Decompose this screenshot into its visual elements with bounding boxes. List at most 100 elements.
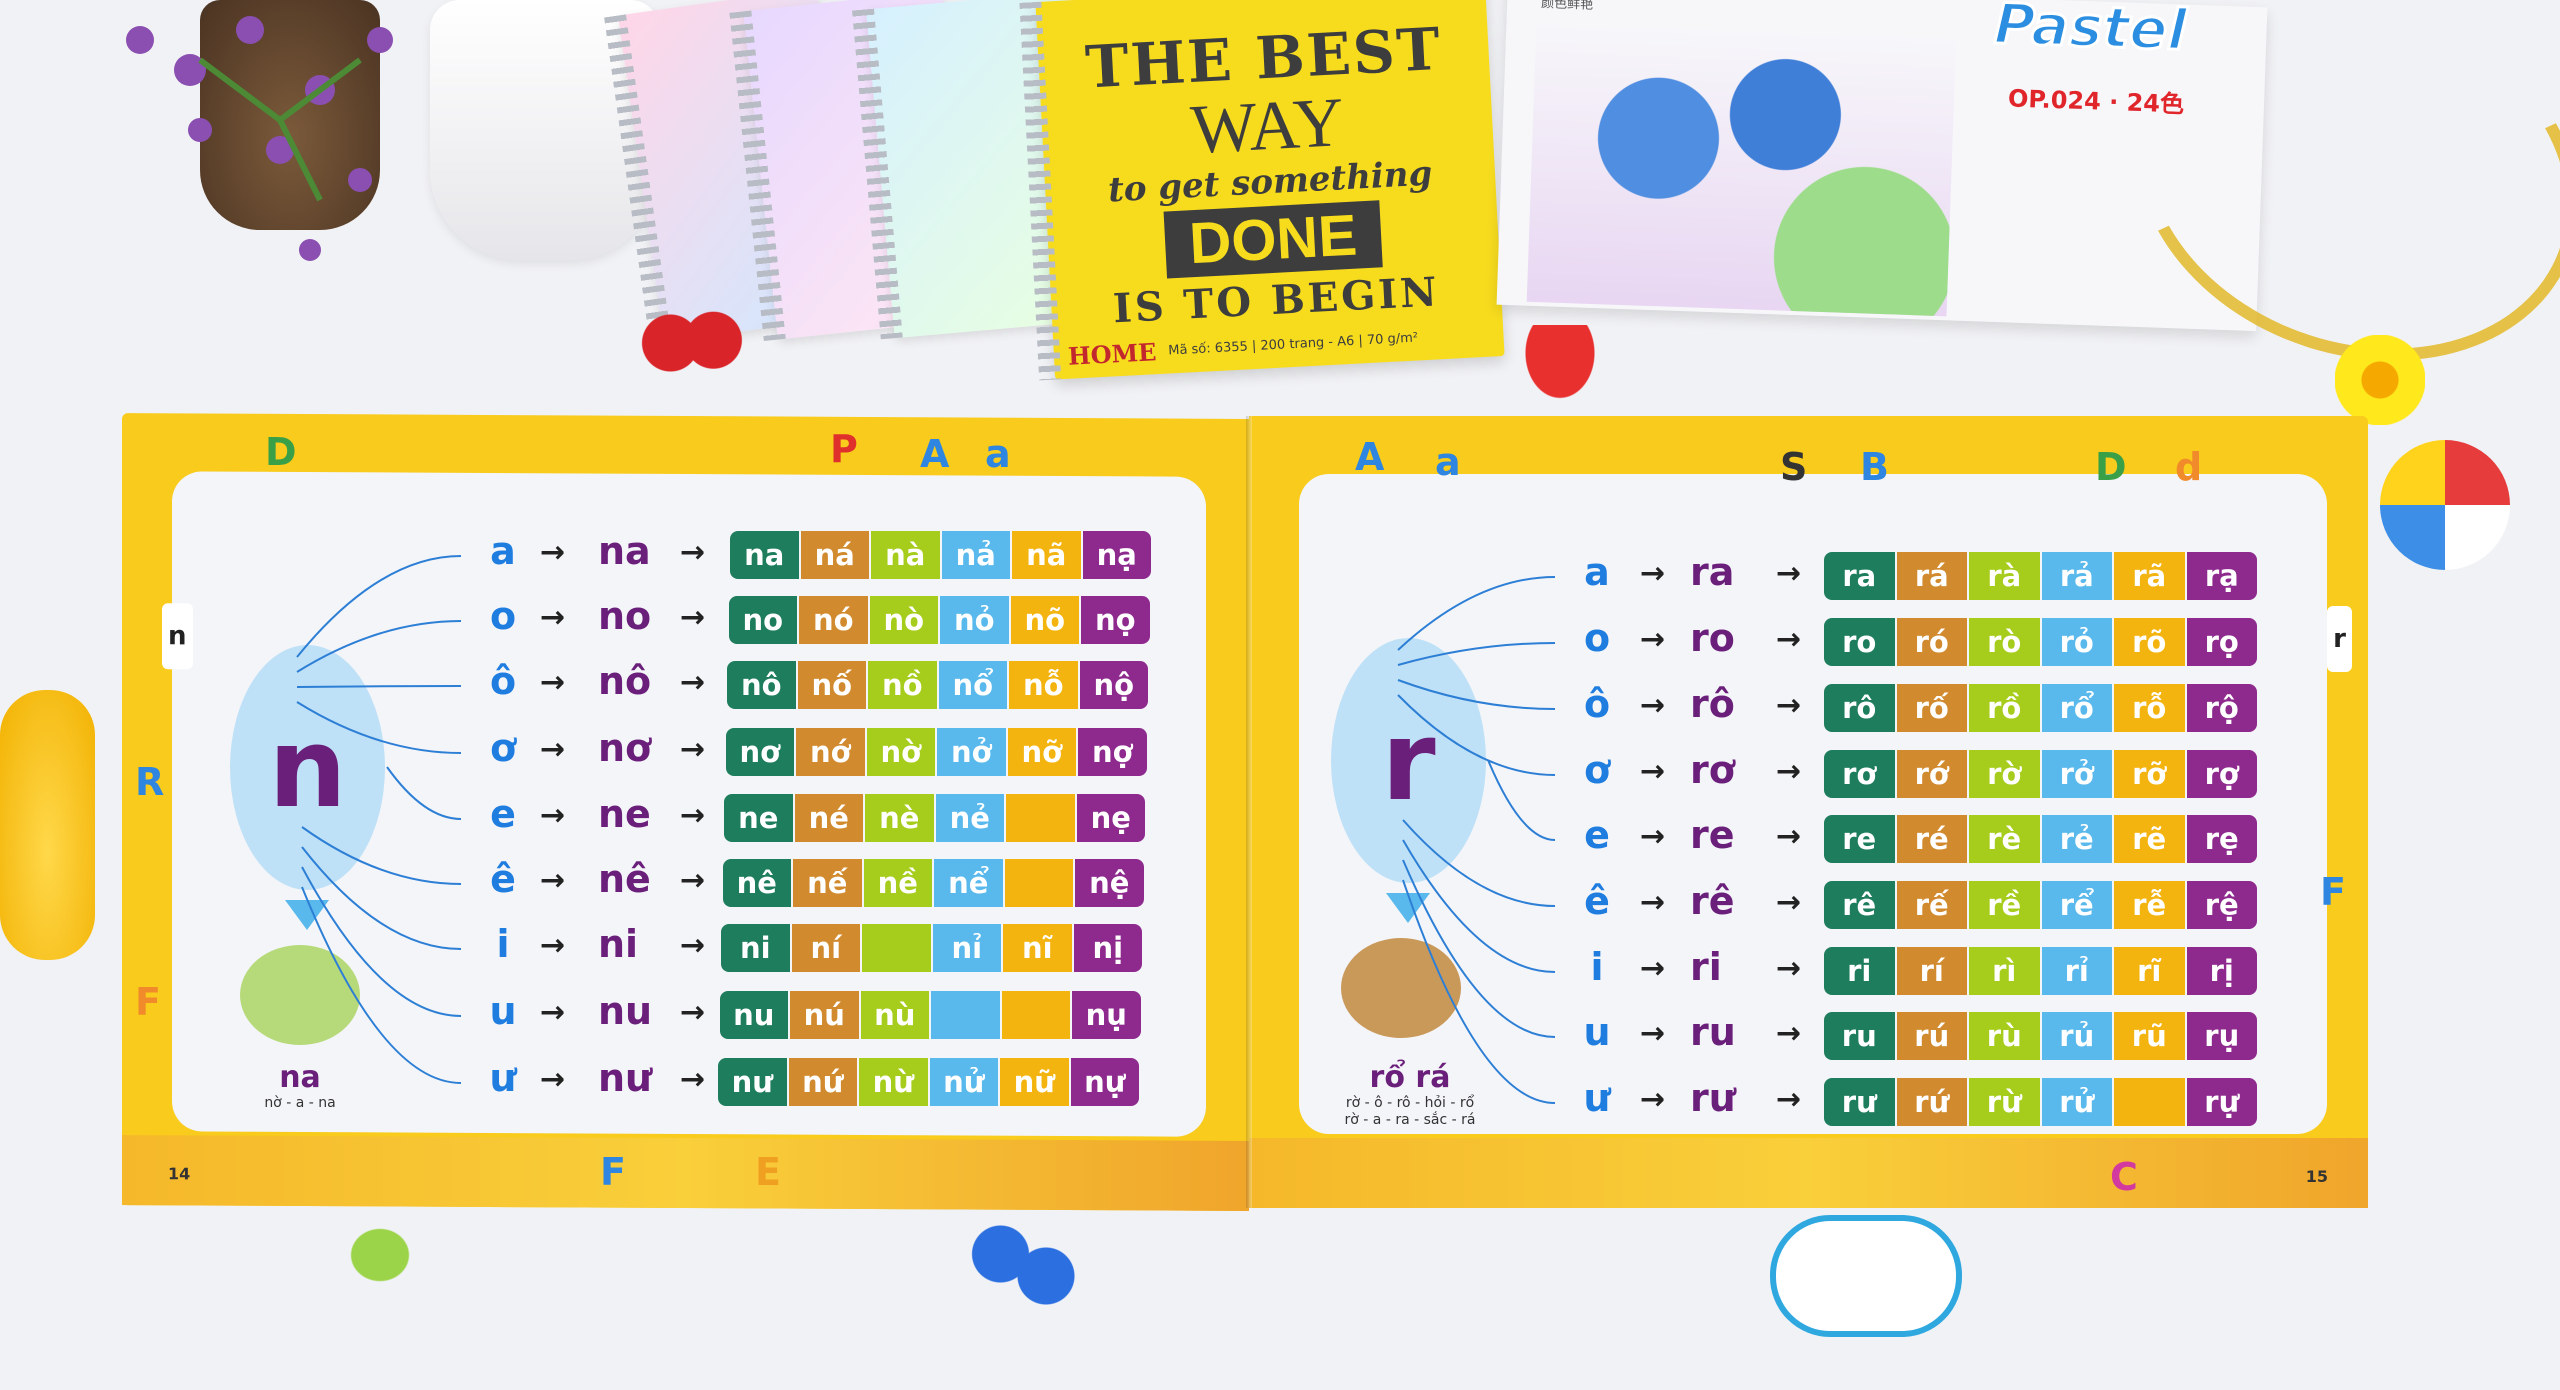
arrow-right-icon: →: [680, 535, 706, 570]
tone-cell: nể: [934, 859, 1005, 907]
tone-cell: rợ: [2186, 750, 2257, 798]
castle-illustration: [1526, 21, 1957, 317]
vowel: i: [1590, 945, 1604, 989]
pastel-brand: Pastel: [1991, 0, 2189, 65]
arrow-right-icon: →: [680, 928, 706, 963]
tone-cell: nờ: [866, 728, 937, 776]
tone-cell: nở: [937, 728, 1008, 776]
arrow-right-icon: →: [540, 600, 566, 635]
arrow-right-icon: →: [680, 863, 706, 898]
tone-cell: rệ: [2186, 881, 2257, 929]
yellow-notebook: THE BEST WAY to get something DONE IS TO…: [1019, 0, 1505, 381]
tone-cell: no: [728, 596, 799, 644]
vowel: o: [489, 594, 517, 638]
tone-cell: [931, 991, 1002, 1039]
tone-cell: rí: [1896, 947, 1969, 995]
arrow-right-icon: →: [680, 1062, 706, 1097]
lesson-caption: rổ rá rờ - ô - rô - hỏi - rổ rờ - a - ra -…: [1310, 1060, 1510, 1129]
vowel: ơ: [1583, 748, 1611, 792]
tone-cell: rù: [1969, 1012, 2042, 1060]
border-letter: A: [920, 432, 950, 476]
tone-cell: nơ: [725, 728, 796, 776]
tone-row: rô rố rồ rổ rỗ rộ: [1824, 684, 2257, 732]
tone-cell: ní: [791, 924, 862, 972]
syllable: no: [598, 594, 652, 638]
tone-cell: nư: [718, 1058, 789, 1106]
tone-cell: nố: [797, 661, 868, 709]
tone-cell: nả: [941, 531, 1012, 579]
tone-cell: na: [730, 531, 801, 579]
tone-cell: [1001, 991, 1072, 1039]
tone-row: nư nứ nừ nử nữ nự: [718, 1058, 1139, 1106]
arrow-right-icon: →: [1640, 819, 1666, 854]
tone-cell: rì: [1969, 947, 2042, 995]
tone-cell: rú: [1896, 1012, 1969, 1060]
vowel: e: [490, 792, 516, 836]
border-letter: D: [265, 430, 297, 474]
pineapple-toy: [0, 690, 95, 960]
arrow-right-icon: →: [680, 665, 706, 700]
tone-cell: rỗ: [2114, 684, 2187, 732]
tone-cell: ni: [721, 924, 792, 972]
tone-cell: nừ: [859, 1058, 930, 1106]
syllable: nư: [598, 1056, 653, 1100]
syllable: ru: [1690, 1010, 1736, 1054]
tone-cell: nợ: [1078, 728, 1147, 776]
tone-row: rơ rớ rờ rở rỡ rợ: [1824, 750, 2257, 798]
tone-cell: nú: [790, 991, 861, 1039]
tone-cell: nỗ: [1009, 661, 1080, 709]
caption-word: na: [279, 1060, 321, 1095]
umbrella-toy: [2380, 440, 2510, 570]
arrow-right-icon: →: [1640, 1082, 1666, 1117]
vowel: o: [1583, 616, 1611, 660]
tone-row: ro ró rò rỏ rõ rọ: [1824, 618, 2257, 666]
tone-cell: [1004, 859, 1075, 907]
tone-cell: nớ: [796, 728, 867, 776]
tone-cell: rạ: [2186, 552, 2257, 600]
arrow-right-icon: →: [1776, 622, 1802, 657]
tone-cell: nẹ: [1076, 794, 1145, 842]
cover-line-5: IS TO BEGIN: [1111, 268, 1441, 333]
tone-row: nô nố nồ nổ nỗ nộ: [727, 661, 1148, 709]
vowel: a: [490, 529, 516, 573]
syllable: re: [1690, 813, 1735, 857]
syllable: ni: [598, 922, 639, 966]
syllable: ro: [1690, 616, 1735, 660]
cloud-sticker: [1770, 1215, 1962, 1337]
tone-cell: nử: [929, 1058, 1000, 1106]
arrow-right-icon: →: [1776, 1082, 1802, 1117]
tone-cell: nà: [871, 531, 942, 579]
tone-cell: nệ: [1075, 859, 1144, 907]
tone-row: nơ nớ nờ nở nỡ nợ: [725, 728, 1147, 776]
border-letter: F: [600, 1150, 626, 1194]
vowel: u: [1583, 1010, 1611, 1054]
leaf-sticker: [330, 1210, 430, 1300]
tone-cell: rớ: [1896, 750, 1969, 798]
border-letter: d: [2175, 445, 2203, 489]
arrow-right-icon: →: [1776, 1016, 1802, 1051]
tone-cell: ré: [1896, 815, 1969, 863]
tone-cell: re: [1824, 815, 1897, 863]
tone-row: nu nú nù nụ: [719, 991, 1141, 1039]
tone-cell: nị: [1073, 924, 1142, 972]
border-letter: F: [135, 980, 161, 1024]
book-spine: [1246, 416, 1252, 1208]
tone-row: ru rú rù rủ rũ rụ: [1824, 1012, 2257, 1060]
arrow-right-icon: →: [1776, 688, 1802, 723]
consonant-letter: n: [268, 703, 347, 832]
tone-cell: nĩ: [1003, 924, 1074, 972]
tone-cell: nứ: [788, 1058, 859, 1106]
syllable: rô: [1690, 682, 1735, 726]
down-arrow-icon: [285, 900, 329, 930]
consonant-letter: r: [1381, 696, 1436, 825]
border-letter: a: [1435, 440, 1461, 484]
border-letter: S: [1780, 445, 1808, 489]
tone-cell: ná: [800, 531, 871, 579]
border-letter: E: [755, 1150, 781, 1194]
caption-spelling: nờ - a - na: [264, 1095, 336, 1111]
arrow-right-icon: →: [1640, 556, 1666, 591]
tone-cell: rỡ: [2114, 750, 2187, 798]
tone-cell: rự: [2186, 1078, 2257, 1126]
tone-cell: nù: [860, 991, 931, 1039]
tone-cell: nè: [865, 794, 936, 842]
